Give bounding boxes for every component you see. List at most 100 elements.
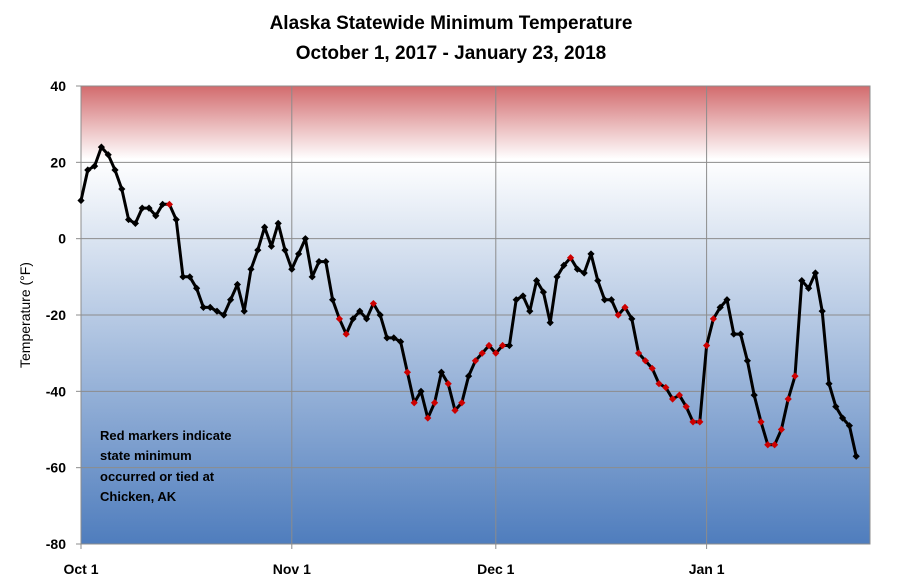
data-point-chicken	[703, 341, 711, 350]
data-point-chicken	[764, 441, 772, 449]
data-point	[519, 292, 527, 300]
data-point	[186, 273, 194, 281]
data-point-chicken	[410, 399, 418, 407]
data-point	[213, 307, 221, 315]
note-line-4: Chicken, AK	[100, 489, 177, 504]
data-point-chicken	[791, 372, 799, 380]
data-point-chicken	[369, 299, 377, 308]
data-point-chicken	[335, 315, 343, 323]
data-point-chicken	[641, 357, 649, 365]
data-point	[77, 196, 85, 205]
data-point-chicken	[165, 200, 173, 208]
data-point	[152, 212, 160, 220]
data-point	[825, 380, 833, 388]
data-point	[254, 246, 262, 254]
series-temperature	[77, 143, 860, 460]
data-point	[798, 277, 806, 285]
data-point-chicken	[655, 380, 663, 388]
data-point	[138, 204, 146, 212]
y-tick-label: 40	[50, 78, 66, 94]
data-point	[206, 303, 214, 311]
data-point	[104, 151, 112, 159]
note-line-2: state minimum	[100, 448, 192, 463]
data-point	[465, 372, 473, 380]
data-point	[723, 296, 731, 304]
data-point-chicken	[485, 341, 493, 350]
data-point	[601, 296, 609, 304]
data-point	[437, 368, 445, 376]
chart-title: Alaska Statewide Minimum Temperature	[270, 13, 633, 34]
data-point	[295, 250, 303, 258]
data-point	[159, 200, 167, 208]
data-point	[376, 311, 384, 319]
data-point	[363, 315, 371, 323]
data-point	[716, 303, 724, 311]
y-tick-label: -40	[46, 383, 66, 399]
data-point-chicken	[635, 349, 643, 357]
data-point-chicken	[499, 341, 507, 350]
data-point	[533, 277, 541, 285]
data-point	[322, 257, 330, 266]
data-point	[301, 235, 309, 243]
y-axis-label: Temperature (°F)	[17, 262, 33, 368]
chart-subtitle: October 1, 2017 - January 23, 2018	[296, 43, 607, 64]
data-point	[737, 330, 745, 338]
data-point-chicken	[403, 368, 411, 376]
x-tick-label: Jan 1	[689, 561, 725, 577]
data-point	[845, 422, 853, 430]
y-tick-label: -80	[46, 536, 66, 552]
data-point-chicken	[648, 364, 656, 373]
data-point	[852, 452, 860, 460]
data-point	[839, 414, 847, 422]
data-point	[505, 341, 513, 350]
data-point	[111, 166, 119, 174]
data-point	[172, 215, 180, 224]
data-point	[131, 219, 139, 227]
data-point-chicken	[567, 254, 575, 262]
data-point	[397, 338, 405, 346]
data-point-chicken	[451, 406, 459, 415]
data-point	[97, 143, 105, 151]
data-point-chicken	[682, 403, 690, 411]
data-point	[240, 307, 248, 315]
data-point-chicken	[458, 399, 466, 407]
data-point	[220, 311, 228, 319]
y-tick-label: -20	[46, 307, 66, 323]
y-tick-label: -60	[46, 460, 66, 476]
data-point-chicken	[777, 425, 785, 434]
data-point	[539, 288, 547, 296]
note-line-3: occurred or tied at	[100, 469, 215, 484]
data-point	[607, 296, 615, 304]
data-point	[560, 261, 568, 269]
data-point	[594, 277, 602, 285]
data-point-chicken	[431, 399, 439, 407]
data-point	[811, 269, 819, 277]
data-point	[227, 296, 235, 304]
data-point	[730, 330, 738, 338]
y-tick-label: 20	[50, 154, 66, 170]
data-point	[390, 334, 398, 342]
data-point	[805, 284, 813, 292]
data-point-chicken	[771, 441, 779, 449]
data-point	[750, 391, 758, 399]
data-point	[193, 284, 201, 292]
data-point	[628, 315, 636, 323]
x-tick-label: Nov 1	[273, 561, 311, 577]
x-tick-label: Dec 1	[477, 561, 515, 577]
data-point-chicken	[709, 315, 717, 323]
data-point	[417, 387, 425, 395]
data-point-chicken	[478, 349, 486, 357]
data-point	[818, 307, 826, 315]
data-point	[349, 315, 357, 323]
data-point	[199, 303, 207, 311]
data-point-chicken	[444, 380, 452, 388]
data-point-chicken	[675, 391, 683, 399]
data-point	[91, 162, 99, 170]
data-point	[247, 265, 255, 273]
data-point	[315, 257, 323, 266]
x-tick-label: Oct 1	[63, 561, 98, 577]
data-point-chicken	[669, 395, 677, 403]
data-point	[288, 265, 296, 273]
